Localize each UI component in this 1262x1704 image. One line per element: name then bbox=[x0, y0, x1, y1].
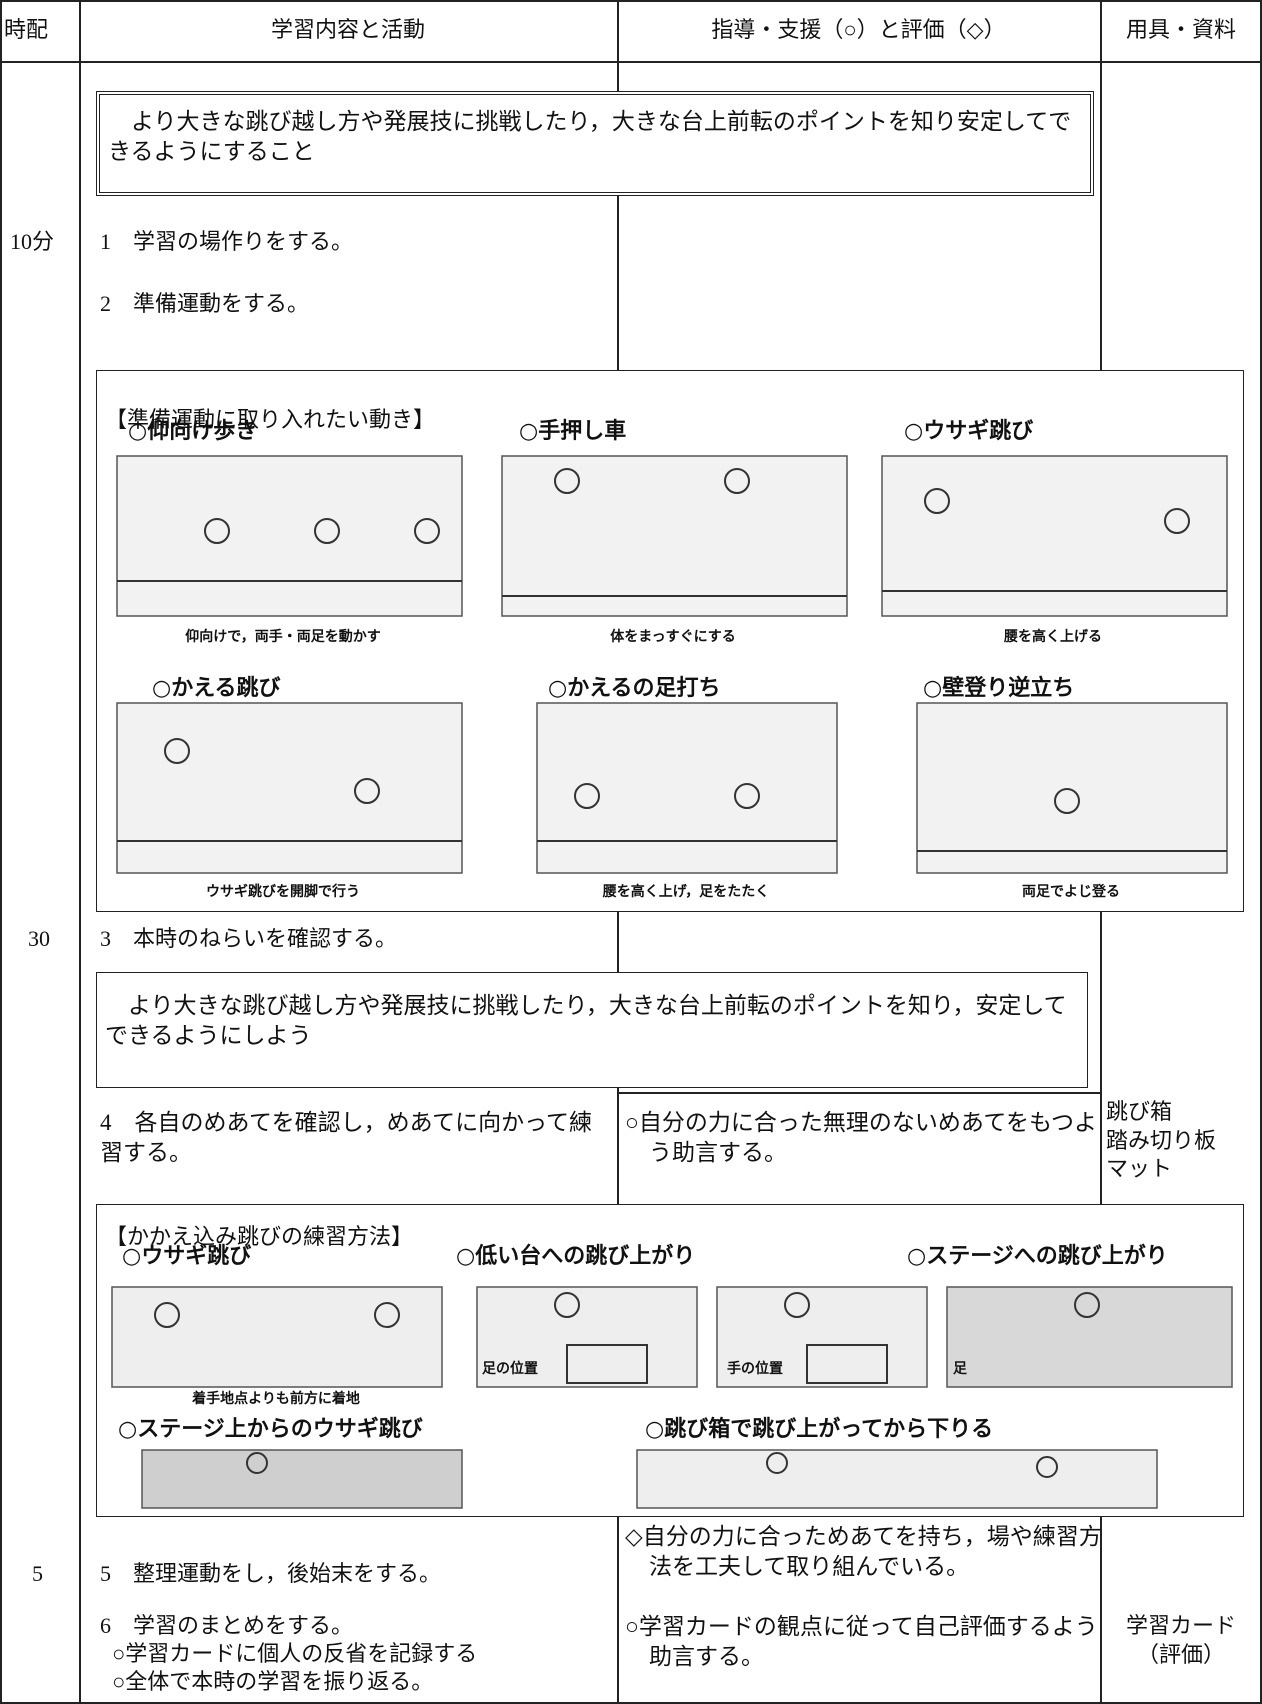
goal-box: より大きな跳び越し方や発展技に挑戦したり，大きな台上前転のポイントを知り，安定し… bbox=[96, 972, 1088, 1088]
activity-sub: ○学習カードに個人の反省を記録する bbox=[112, 1641, 478, 1666]
header-cell: 用具・資料 bbox=[1125, 17, 1236, 42]
illustration bbox=[501, 455, 848, 617]
caption: 腰を高く上げる bbox=[1004, 629, 1102, 645]
illustration bbox=[141, 1449, 463, 1509]
illustration bbox=[536, 702, 838, 874]
illustration bbox=[476, 1286, 698, 1388]
move-name: ○仰向け歩き bbox=[128, 419, 258, 444]
caption: 両足でよじ登る bbox=[1022, 884, 1120, 900]
move-name: ○ウサギ跳び bbox=[904, 419, 1034, 444]
rule bbox=[1260, 0, 1262, 1704]
move-name: ○ステージへの跳び上がり bbox=[907, 1244, 1168, 1269]
illustration bbox=[116, 702, 463, 874]
illustration bbox=[716, 1286, 928, 1388]
header-cell: 指導・支援（○）と評価（◇） bbox=[711, 17, 1006, 42]
caption: 着手地点よりも前方に着地 bbox=[192, 1391, 360, 1407]
time: 30 bbox=[28, 926, 50, 951]
support: ◇自分の力に合っためあてを持ち，場や練習方法を工夫して取り組んでいる。 bbox=[625, 1524, 1102, 1579]
caption: 仰向けで，両手・両足を動かす bbox=[185, 629, 381, 645]
activity: 1 学習の場作りをする。 bbox=[100, 229, 354, 254]
tool: 跳び箱踏み切り板マット bbox=[1106, 1098, 1256, 1184]
rule bbox=[0, 0, 2, 1704]
tool-item: （評価） bbox=[1136, 1641, 1225, 1667]
tool-item: 学習カード bbox=[1125, 1613, 1236, 1638]
support: ○自分の力に合った無理のないめあてをもつよう助言する。 bbox=[625, 1110, 1098, 1165]
illustration bbox=[636, 1449, 1158, 1509]
header-cell: 時配 bbox=[4, 17, 49, 42]
box-title: 【準備運動に取り入れたい動き】 bbox=[105, 407, 436, 432]
move-name: ○跳び箱で跳び上がってから下りる bbox=[645, 1417, 994, 1442]
move-name: ○低い台への跳び上がり bbox=[456, 1244, 696, 1269]
goal-text: より大きな跳び越し方や発展技に挑戦したり，大きな台上前転のポイントを知り安定して… bbox=[108, 109, 1072, 164]
illustration-box: 【かかえ込み跳びの練習方法】 bbox=[96, 1204, 1244, 1517]
rule bbox=[1100, 1515, 1102, 1704]
move-name: ○ウサギ跳び bbox=[122, 1244, 252, 1269]
activity: 5 整理運動をし，後始末をする。 bbox=[100, 1561, 442, 1586]
tool: 学習カード （評価） bbox=[1106, 1612, 1256, 1669]
activity: 3 本時のねらいを確認する。 bbox=[100, 926, 398, 951]
move-name: ○壁登り逆立ち bbox=[923, 676, 1075, 701]
rule bbox=[79, 0, 81, 1704]
label: 足 bbox=[953, 1361, 967, 1377]
caption: 体をまっすぐにする bbox=[610, 629, 736, 645]
move-name: ○ステージ上からのウサギ跳び bbox=[118, 1417, 423, 1442]
tool-item: 踏み切り板 bbox=[1106, 1127, 1217, 1153]
activity-sub: ○全体で本時の学習を振り返る。 bbox=[112, 1669, 434, 1694]
caption: 腰を高く上げ，足をたたく bbox=[602, 884, 770, 900]
activity: 6 学習のまとめをする。 bbox=[100, 1613, 354, 1638]
illustration bbox=[881, 455, 1228, 617]
rule bbox=[0, 1702, 1262, 1704]
time: 5 bbox=[32, 1561, 43, 1586]
rule bbox=[0, 0, 1262, 2]
illustrations bbox=[116, 455, 1228, 874]
rule bbox=[0, 61, 1262, 63]
illustration bbox=[916, 702, 1228, 874]
rule bbox=[1100, 910, 1102, 1204]
goal-text: より大きな跳び越し方や発展技に挑戦したり，大きな台上前転のポイントを知り，安定し… bbox=[105, 993, 1067, 1048]
activity: 4 各自のめあてを確認し，めあてに向かって練習する。 bbox=[100, 1110, 592, 1165]
illustration-box: 【準備運動に取り入れたい動き】 bbox=[96, 370, 1244, 912]
rule bbox=[617, 1092, 1100, 1094]
move-name: ○かえるの足打ち bbox=[548, 676, 721, 701]
goal-box: より大きな跳び越し方や発展技に挑戦したり，大きな台上前転のポイントを知り安定して… bbox=[96, 91, 1094, 196]
tool-item: 跳び箱 bbox=[1106, 1099, 1173, 1124]
illustration bbox=[946, 1286, 1233, 1388]
move-name: ○かえる跳び bbox=[152, 676, 281, 701]
time: 10分 bbox=[10, 229, 55, 254]
illustration bbox=[116, 455, 463, 617]
label: 足の位置 bbox=[482, 1361, 538, 1377]
illustrations bbox=[111, 1286, 1233, 1509]
move-name: ○手押し車 bbox=[519, 419, 627, 444]
rule bbox=[1100, 0, 1102, 370]
label: 手の位置 bbox=[727, 1361, 783, 1377]
support: ○学習カードの観点に従って自己評価するよう助言する。 bbox=[625, 1614, 1098, 1669]
activity: 2 準備運動をする。 bbox=[100, 291, 310, 316]
caption: ウサギ跳びを開脚で行う bbox=[206, 884, 360, 900]
illustration bbox=[111, 1286, 443, 1388]
tool-item: マット bbox=[1106, 1156, 1173, 1182]
header-cell: 学習内容と活動 bbox=[270, 17, 425, 42]
rule bbox=[617, 1515, 619, 1704]
box-title: 【かかえ込み跳びの練習方法】 bbox=[105, 1224, 414, 1249]
